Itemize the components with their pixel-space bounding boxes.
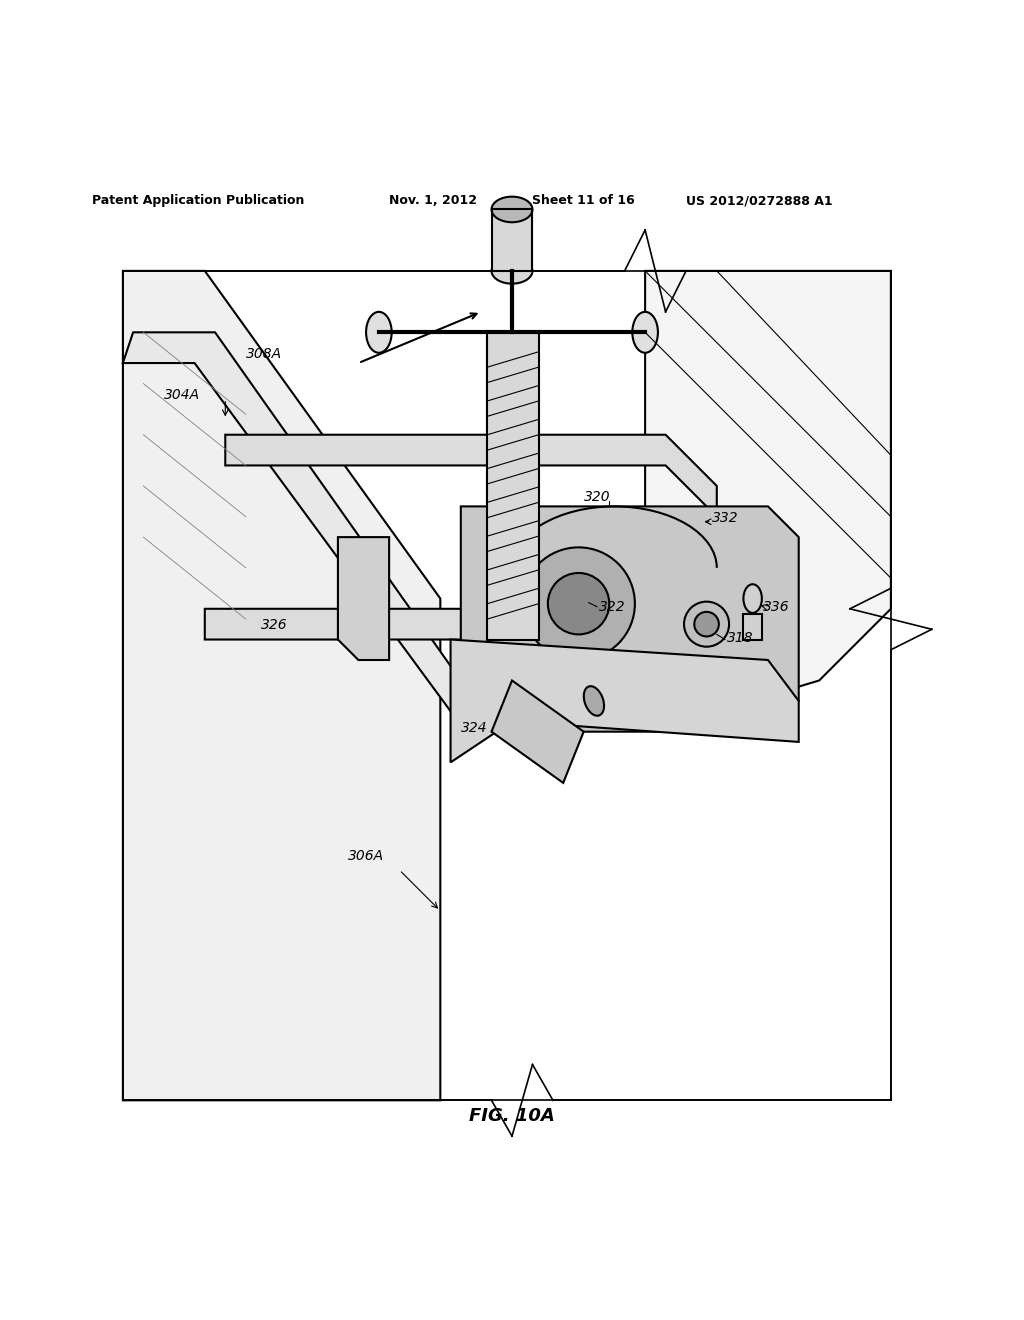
Text: 320: 320 [584, 490, 610, 504]
Text: 324: 324 [461, 721, 487, 735]
Text: 318: 318 [727, 631, 754, 644]
Text: 322: 322 [599, 599, 626, 614]
Ellipse shape [492, 197, 532, 222]
Polygon shape [645, 271, 891, 711]
Polygon shape [492, 210, 532, 271]
Ellipse shape [633, 312, 657, 352]
Text: Patent Application Publication: Patent Application Publication [92, 194, 304, 207]
Circle shape [684, 602, 729, 647]
Text: 306A: 306A [348, 849, 384, 863]
FancyBboxPatch shape [487, 333, 539, 639]
Text: Nov. 1, 2012: Nov. 1, 2012 [389, 194, 477, 207]
Text: Sheet 11 of 16: Sheet 11 of 16 [532, 194, 635, 207]
Polygon shape [492, 681, 584, 783]
Ellipse shape [584, 686, 604, 715]
Polygon shape [225, 434, 717, 516]
Ellipse shape [367, 312, 391, 352]
Text: 336: 336 [763, 599, 790, 614]
Polygon shape [743, 614, 762, 639]
Circle shape [522, 548, 635, 660]
Polygon shape [451, 639, 799, 763]
Text: 304A: 304A [164, 388, 200, 401]
Polygon shape [338, 537, 389, 660]
Text: US 2012/0272888 A1: US 2012/0272888 A1 [686, 194, 833, 207]
Text: 326: 326 [261, 618, 288, 632]
Polygon shape [123, 333, 461, 711]
Polygon shape [461, 507, 799, 731]
Text: 332: 332 [712, 511, 738, 525]
Circle shape [548, 573, 609, 635]
Circle shape [694, 612, 719, 636]
Ellipse shape [492, 259, 532, 284]
Polygon shape [123, 271, 440, 1101]
Polygon shape [205, 609, 717, 690]
Text: FIG. 10A: FIG. 10A [469, 1106, 555, 1125]
Ellipse shape [743, 585, 762, 612]
Text: 308A: 308A [246, 347, 282, 360]
